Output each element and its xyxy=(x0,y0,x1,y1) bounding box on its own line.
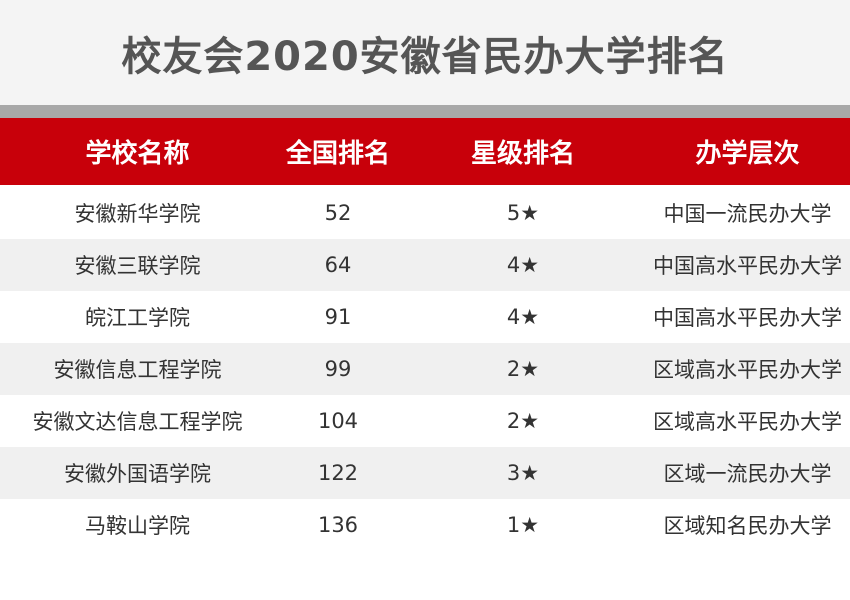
table-cell: 4★ xyxy=(506,305,540,329)
table-cell: 122 xyxy=(317,461,359,485)
table-row: 皖江工学院 91 4★ 中国高水平民办大学 xyxy=(0,291,850,343)
title: 校友会2020安徽省民办大学排名 xyxy=(121,33,729,80)
table-cell: 马鞍山学院 xyxy=(85,514,190,538)
table-cell: 4★ xyxy=(506,253,540,277)
table-row: 安徽新华学院 52 5★ 中国一流民办大学 xyxy=(0,187,850,239)
table-cell: 中国高水平民办大学 xyxy=(653,254,842,278)
table-cell: 64 xyxy=(324,253,352,277)
table-row: 马鞍山学院 136 1★ 区域知名民办大学 xyxy=(0,499,850,551)
table-cell: 皖江工学院 xyxy=(85,306,190,330)
header-cell: 星级排名 xyxy=(470,139,575,169)
table-cell: 2★ xyxy=(506,357,540,381)
table-cell: 91 xyxy=(324,305,352,329)
header-cell: 全国排名 xyxy=(285,139,390,169)
table-cell: 区域高水平民办大学 xyxy=(653,410,842,434)
table-cell: 中国高水平民办大学 xyxy=(653,306,842,330)
table-cell: 136 xyxy=(317,513,359,537)
table-cell: 区域高水平民办大学 xyxy=(653,358,842,382)
table-cell: 安徽文达信息工程学院 xyxy=(32,410,243,434)
table-cell: 中国一流民办大学 xyxy=(663,202,832,226)
table-header: 学校名称 全国排名 星级排名 办学层次 xyxy=(0,118,850,185)
title-band: 校友会2020安徽省民办大学排名 xyxy=(0,0,850,105)
header-cell: 学校名称 xyxy=(85,139,190,169)
table-cell: 104 xyxy=(317,409,359,433)
table-cell: 区域一流民办大学 xyxy=(663,462,832,486)
table-cell: 2★ xyxy=(506,409,540,433)
table-row: 安徽三联学院 64 4★ 中国高水平民办大学 xyxy=(0,239,850,291)
table-cell: 3★ xyxy=(506,461,540,485)
table-cell: 5★ xyxy=(506,201,540,225)
table-row: 安徽信息工程学院 99 2★ 区域高水平民办大学 xyxy=(0,343,850,395)
table-cell: 安徽外国语学院 xyxy=(64,462,211,486)
table-cell: 1★ xyxy=(506,513,540,537)
table-row: 安徽外国语学院 122 3★ 区域一流民办大学 xyxy=(0,447,850,499)
header-cell: 办学层次 xyxy=(695,139,800,169)
table-cell: 52 xyxy=(324,201,352,225)
table-cell: 安徽三联学院 xyxy=(74,254,201,278)
table-cell: 99 xyxy=(324,357,352,381)
divider xyxy=(0,105,850,118)
table-cell: 安徽信息工程学院 xyxy=(53,358,222,382)
table-body: 安徽新华学院 52 5★ 中国一流民办大学 安徽三联学院 64 4★ 中国高水平民办大学 皖江工… xyxy=(0,185,850,551)
table-row: 安徽文达信息工程学院 104 2★ 区域高水平民办大学 xyxy=(0,395,850,447)
table-cell: 区域知名民办大学 xyxy=(663,514,832,538)
table-cell: 安徽新华学院 xyxy=(74,202,201,226)
